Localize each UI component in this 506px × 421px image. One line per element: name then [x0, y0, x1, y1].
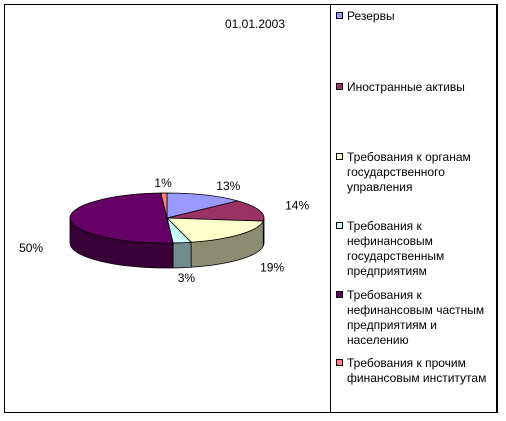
legend-swatch	[336, 12, 343, 19]
legend-item: Требования к нефинансовым частным предпр…	[334, 288, 496, 348]
legend-item: Требования к органам государственного уп…	[334, 150, 496, 195]
legend-label: Требования к нефинансовым государственны…	[347, 219, 445, 278]
data-label: 1%	[154, 176, 172, 190]
legend-swatch	[336, 359, 343, 366]
data-label: 50%	[19, 241, 43, 255]
legend-label: Резервы	[347, 9, 395, 23]
pie-slice-side	[172, 241, 192, 269]
data-label: 3%	[178, 271, 196, 285]
legend-item: Резервы	[334, 9, 496, 24]
pie-slice	[160, 192, 168, 219]
legend-swatch	[336, 222, 343, 229]
plot-area: 01.01.2003 13% 14% 19% 3% 50% 1%	[5, 5, 330, 412]
legend-label: Требования к прочим финансовым института…	[347, 356, 487, 385]
data-label: 13%	[216, 179, 240, 193]
chart-frame: 01.01.2003 13% 14% 19% 3% 50% 1% Резервы Иност…	[4, 4, 498, 413]
legend-label: Иностранные активы	[347, 80, 465, 94]
legend-swatch	[336, 291, 343, 298]
legend-swatch	[336, 83, 343, 90]
chart-title: 01.01.2003	[224, 17, 286, 31]
data-label: 14%	[285, 198, 309, 212]
pie-slice	[166, 192, 238, 219]
legend-item: Требования к прочим финансовым института…	[334, 356, 496, 386]
legend-label: Требования к органам государственного уп…	[347, 150, 471, 194]
legend-item: Требования к нефинансовым государственны…	[334, 219, 496, 279]
pie-slice	[166, 200, 265, 222]
pie-slices	[69, 192, 265, 244]
pie-slice	[166, 217, 264, 243]
legend-label: Требования к нефинансовым частным предпр…	[347, 288, 485, 347]
legend-item: Иностранные активы	[334, 80, 496, 95]
data-labels: 13% 14% 19% 3% 50% 1%	[19, 176, 309, 285]
legend-swatch	[336, 153, 343, 160]
legend: Резервы Иностранные активы Требования к ор…	[330, 4, 497, 413]
pie-chart: 13% 14% 19% 3% 50% 1%	[19, 176, 309, 285]
data-label: 19%	[260, 260, 284, 274]
pie-slice	[69, 192, 174, 244]
